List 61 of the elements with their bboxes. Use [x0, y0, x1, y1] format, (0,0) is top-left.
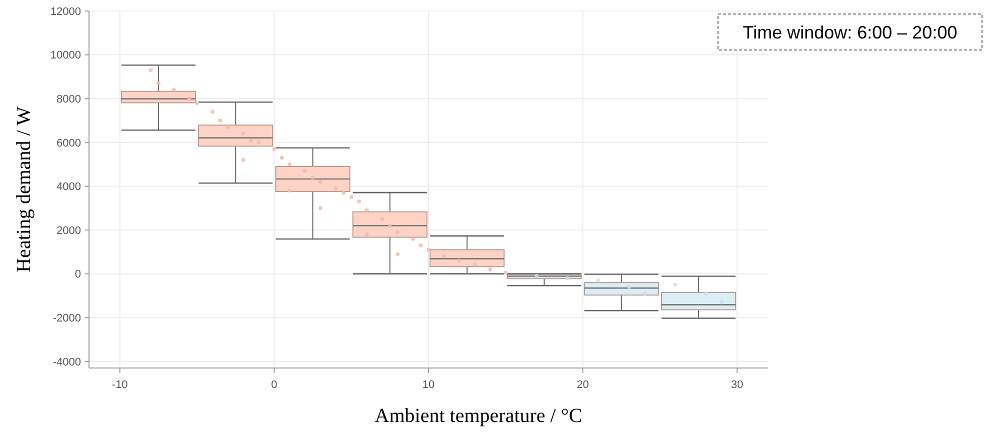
point	[172, 88, 176, 92]
point	[226, 125, 230, 130]
point	[673, 282, 678, 287]
point	[241, 158, 246, 162]
x-axis-title: Ambient temperature / °C	[374, 405, 582, 427]
point	[472, 263, 477, 268]
point	[256, 140, 261, 144]
x-tick-label: 30	[731, 379, 744, 391]
y-tick-label: -4000	[52, 356, 81, 368]
point	[504, 270, 508, 275]
point	[534, 274, 539, 278]
point	[388, 224, 392, 228]
point	[627, 284, 632, 289]
point	[156, 81, 160, 86]
x-tick-label: -10	[112, 379, 128, 391]
point	[272, 146, 276, 151]
point	[442, 254, 446, 258]
point	[218, 118, 222, 123]
y-tick-label: 0	[74, 268, 81, 281]
x-tick-label: 0	[271, 379, 278, 391]
point	[148, 68, 153, 72]
point	[318, 180, 322, 184]
point	[288, 188, 292, 193]
point	[310, 175, 315, 180]
point	[418, 243, 423, 248]
point	[565, 276, 570, 280]
point	[187, 96, 192, 101]
point	[357, 200, 362, 204]
x-tick-label: 20	[576, 379, 589, 391]
y-axis-title: Heating demand / W	[13, 106, 35, 272]
point	[288, 162, 292, 166]
point	[596, 278, 600, 282]
point	[426, 248, 430, 252]
y-tick-label: 6000	[56, 137, 81, 150]
y-tick-label: 8000	[56, 93, 81, 106]
point	[303, 168, 308, 173]
point	[642, 292, 647, 296]
point	[318, 206, 322, 210]
y-tick-label: 10000	[50, 50, 81, 62]
point	[334, 186, 338, 190]
point	[195, 100, 200, 105]
point	[210, 110, 214, 114]
y-tick-label: 12000	[50, 6, 81, 18]
point	[720, 300, 724, 304]
point	[488, 267, 492, 272]
y-tick-label: 4000	[56, 181, 81, 194]
point	[342, 190, 346, 195]
point	[411, 236, 416, 241]
point	[241, 132, 246, 136]
point	[280, 156, 284, 160]
point	[457, 258, 462, 263]
point	[704, 292, 708, 296]
annotation: Time window: 6:00 – 20:00	[742, 22, 958, 42]
y-tick-label: -2000	[52, 312, 81, 324]
point	[364, 208, 369, 212]
point	[349, 195, 354, 200]
y-tick-label: 2000	[56, 224, 81, 237]
point	[364, 232, 369, 236]
x-tick-label: 10	[422, 379, 435, 391]
point	[396, 252, 400, 256]
point	[249, 138, 254, 142]
